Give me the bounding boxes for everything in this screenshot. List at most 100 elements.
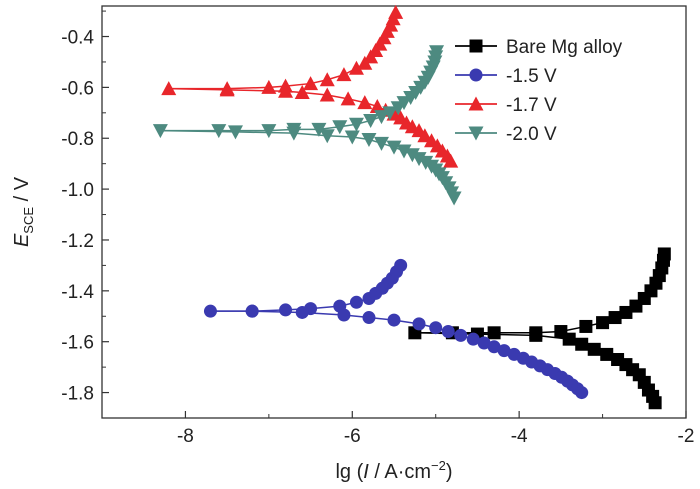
data-point: [579, 319, 593, 333]
data-point: [388, 4, 404, 19]
data-point: [497, 344, 511, 358]
data-point: [443, 153, 459, 168]
data-point: [348, 60, 364, 75]
series-3: [152, 45, 462, 206]
y-tick-label: -1.2: [61, 231, 94, 252]
data-point: [587, 342, 601, 356]
x-axis-title: lg (I / A·cm−2): [335, 458, 452, 483]
data-point: [319, 87, 335, 102]
data-point: [279, 303, 293, 317]
x-tick-label: -4: [511, 426, 528, 447]
data-point: [382, 106, 398, 121]
data-point: [227, 125, 243, 140]
data-point: [295, 305, 309, 319]
data-point: [575, 386, 589, 400]
data-point: [487, 326, 501, 340]
series-1: [203, 258, 589, 400]
data-point: [411, 152, 427, 167]
data-point: [418, 155, 434, 170]
data-point: [417, 128, 433, 143]
x-axis: -8 -6 -4 -2: [101, 411, 695, 447]
x-tick-label: -6: [344, 426, 361, 447]
data-point: [337, 308, 351, 322]
series-0: [408, 247, 671, 410]
legend-marker: [468, 96, 484, 111]
data-point: [344, 130, 360, 145]
data-point: [357, 95, 373, 110]
series-2: [161, 4, 459, 168]
data-point: [396, 144, 412, 159]
y-axis-title: ESCE / V: [11, 176, 36, 247]
data-point: [441, 325, 455, 339]
series-layer: [152, 4, 671, 410]
data-point: [454, 328, 468, 342]
data-point: [429, 321, 443, 335]
data-point: [303, 76, 319, 91]
data-point: [386, 140, 402, 155]
data-point: [487, 340, 501, 354]
data-point: [396, 96, 412, 111]
data-point: [361, 133, 377, 148]
legend-label: -1.7 V: [506, 95, 557, 116]
legend-label: -1.5 V: [506, 66, 557, 87]
data-point: [404, 148, 420, 163]
data-point: [219, 82, 235, 97]
data-point: [349, 295, 363, 309]
data-point: [477, 336, 491, 350]
y-tick-label: -0.4: [61, 28, 94, 49]
legend-label: -2.0 V: [506, 124, 557, 145]
data-point: [648, 396, 662, 410]
data-point: [362, 311, 376, 325]
x-tick-label: -2: [678, 426, 695, 447]
data-point: [446, 191, 462, 206]
data-point: [466, 332, 480, 346]
data-point: [387, 313, 401, 327]
data-point: [363, 113, 379, 128]
data-point: [294, 84, 310, 99]
data-point: [575, 337, 589, 351]
data-point: [608, 311, 622, 325]
data-point: [373, 136, 389, 151]
data-point: [619, 305, 633, 319]
series-line-cathodic: [160, 129, 455, 199]
plot-frame: [101, 5, 687, 419]
y-tick-label: -0.6: [61, 78, 94, 99]
legend-marker: [468, 126, 484, 141]
y-tick-label: -1.8: [61, 384, 94, 405]
y-tick-label: -1.4: [61, 282, 94, 303]
data-point: [373, 110, 389, 125]
y-tick-label: -0.8: [61, 129, 94, 150]
data-point: [600, 347, 614, 361]
data-point: [261, 124, 277, 139]
data-point: [412, 317, 426, 331]
data-point: [161, 81, 177, 96]
series-line-anodic: [168, 12, 397, 90]
data-point: [562, 332, 576, 346]
data-point: [336, 67, 352, 82]
data-point: [286, 126, 302, 141]
data-point: [319, 129, 335, 144]
data-point: [278, 83, 294, 98]
series-line-anodic: [414, 253, 666, 334]
data-point: [319, 72, 335, 87]
legend-marker: [469, 39, 483, 53]
data-point: [596, 316, 610, 330]
data-point: [348, 117, 364, 132]
x-tick-label: -8: [177, 426, 194, 447]
y-tick-label: -1.6: [61, 333, 94, 354]
y-axis: -1.8 -1.6 -1.4 -1.2 -1.0 -0.8 -0.6 -0.4: [61, 10, 109, 419]
y-tick-label: -1.0: [61, 180, 94, 201]
data-point: [332, 120, 348, 135]
data-point: [311, 122, 327, 137]
legend: Bare Mg alloy -1.5 V -1.7 V -2.0 V: [455, 37, 623, 145]
data-point: [529, 328, 543, 342]
data-point: [340, 91, 356, 106]
legend-label: Bare Mg alloy: [506, 37, 623, 58]
data-point: [657, 247, 671, 261]
data-point: [394, 258, 408, 272]
data-point: [245, 304, 259, 318]
legend-marker: [469, 68, 483, 82]
data-point: [429, 45, 445, 60]
data-point: [369, 98, 385, 113]
